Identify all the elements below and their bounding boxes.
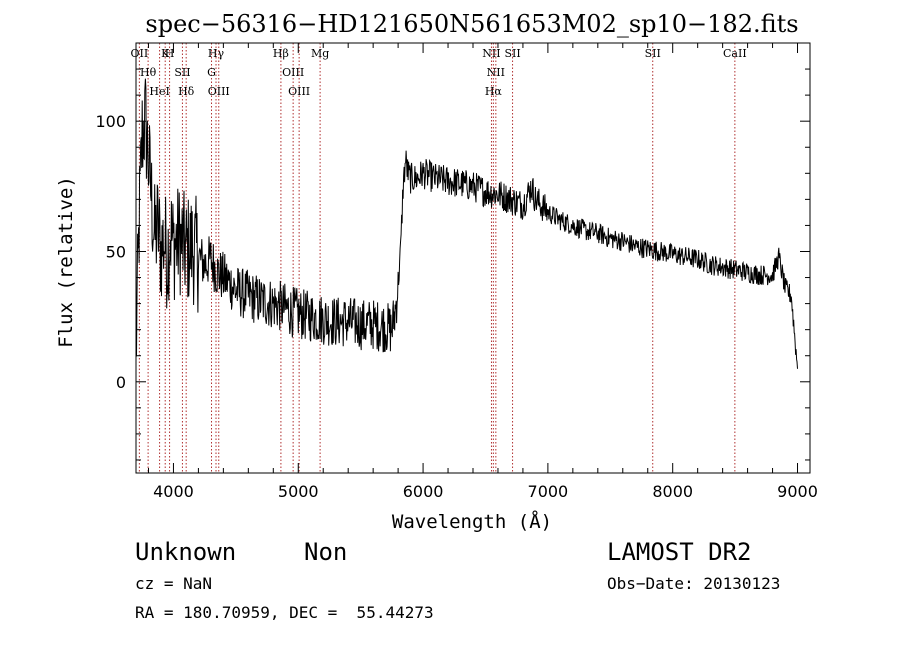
marker-label-19: CaII [723,47,747,60]
marker-label-4: K [161,47,170,60]
coordinates-ra-dec: RA = 180.70959, DEC = 55.44273 [135,603,434,622]
survey-name: LAMOST DR2 [607,538,752,566]
object-subclass: Non [304,538,348,566]
marker-label-14: NII [482,47,500,60]
marker-label-0: OII [131,47,149,60]
marker-label-10: Hβ [273,47,289,60]
redshift-cz: cz = NaN [135,574,213,593]
marker-label-13: Mg [311,47,329,60]
x-tick-label-5000: 5000 [278,482,319,501]
marker-label-3: H [165,47,175,60]
marker-label-18: SII [645,47,661,60]
marker-label-16: Hα [485,85,503,98]
marker-label-1: Hθ [140,66,157,79]
x-tick-label-8000: 8000 [652,482,693,501]
x-tick-label-9000: 9000 [777,482,818,501]
x-axis-label: Wavelength (Å) [392,510,552,533]
object-class: Unknown [135,538,237,566]
spectrum-chart: spec−56316−HD121650N561653M02_sp10−182.f… [55,10,818,533]
marker-label-9: OIII [208,85,230,98]
marker-label-7: Hγ [208,47,225,60]
x-tick-label-6000: 6000 [403,482,444,501]
y-tick-label-50: 50 [106,242,126,261]
y-axis-label: Flux (relative) [55,176,77,348]
axis-ticks: 4000 5000 6000 7000 8000 9000 0 50 100 [95,43,818,501]
marker-label-11: OIII [282,66,304,79]
marker-label-8: G [207,66,216,79]
marker-label-6: Hδ [178,85,195,98]
marker-label-5: SII [174,66,190,79]
marker-label-12: OIII [288,85,310,98]
x-tick-label-7000: 7000 [528,482,569,501]
marker-label-15: NII [487,66,505,79]
marker-label-2: HeI [149,85,169,98]
x-tick-label-4000: 4000 [153,482,194,501]
chart-title: spec−56316−HD121650N561653M02_sp10−182.f… [145,10,798,38]
y-tick-label-0: 0 [116,373,126,392]
marker-label-17: SII [504,47,520,60]
plot-frame [135,42,811,474]
spectrum-line [135,78,798,369]
observation-date: Obs−Date: 20130123 [607,574,781,593]
y-tick-label-100: 100 [95,112,126,131]
spectral-line-markers: OII Hθ HeI HK SII Hδ Hγ G OIII Hβ OIII OIII Mg NII NII… [131,43,747,473]
